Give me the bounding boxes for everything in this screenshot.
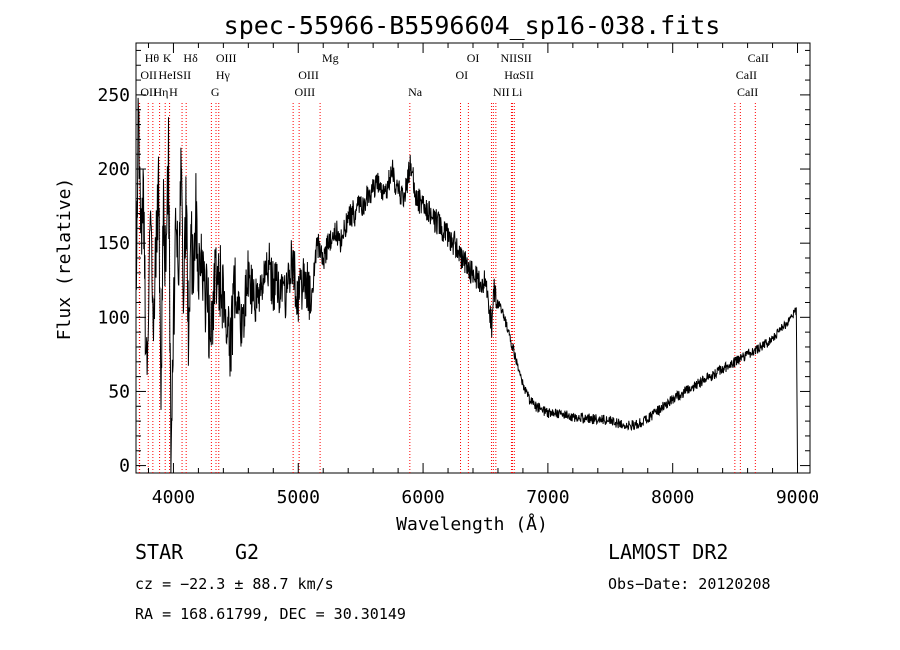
spectral-line-label: NIISII bbox=[500, 51, 531, 65]
spectrum-series bbox=[135, 97, 798, 474]
spectral-line-label: OIII bbox=[216, 51, 237, 65]
spectral-line-label: OII bbox=[140, 68, 157, 82]
y-tick-label: 50 bbox=[108, 381, 130, 402]
x-tick-label: 4000 bbox=[152, 487, 195, 508]
y-tick-label: 0 bbox=[119, 456, 130, 477]
chart-title: spec-55966-B5596604_sp16-038.fits bbox=[224, 11, 721, 40]
spectral-line-label: OII bbox=[140, 85, 157, 99]
spectral-line-label: Hη bbox=[153, 85, 168, 99]
y-axis: 0 50 100 150 200 250 bbox=[97, 49, 810, 477]
obs-date: Obs−Date: 20120208 bbox=[608, 575, 771, 593]
spectral-line-label: OIII bbox=[298, 68, 319, 82]
y-tick-label: 100 bbox=[97, 307, 130, 328]
y-tick-label: 200 bbox=[97, 159, 130, 180]
spectral-line-label: G bbox=[211, 85, 220, 99]
x-tick-label: 5000 bbox=[277, 487, 320, 508]
subclass: G2 bbox=[235, 540, 260, 564]
spectral-line-label: OIII bbox=[295, 85, 316, 99]
y-tick-label: 150 bbox=[97, 233, 130, 254]
spectral-line-label: H bbox=[169, 85, 178, 99]
x-axis: 4000 5000 6000 7000 8000 9000 bbox=[147, 43, 819, 508]
object-type: STAR bbox=[135, 540, 184, 564]
spectral-line-label: HαSII bbox=[504, 68, 534, 82]
spectral-line-label: Na bbox=[408, 85, 423, 99]
spectral-line-label: Li bbox=[512, 85, 523, 99]
cz-value: cz = −22.3 ± 88.7 km/s bbox=[135, 575, 334, 593]
y-tick-label: 250 bbox=[97, 85, 130, 106]
spectral-line-label: CaII bbox=[748, 51, 769, 65]
spectral-line-label: CaII bbox=[737, 85, 758, 99]
y-axis-label: Flux (relative) bbox=[54, 178, 75, 341]
x-tick-label: 6000 bbox=[401, 487, 444, 508]
spectral-line-label: OI bbox=[456, 68, 469, 82]
x-tick-label: 7000 bbox=[526, 487, 569, 508]
spectral-lines bbox=[138, 103, 756, 473]
spectral-line-label: Hγ bbox=[216, 68, 231, 82]
survey-name: LAMOST DR2 bbox=[608, 540, 729, 564]
x-tick-label: 8000 bbox=[651, 487, 694, 508]
spectral-line-label: Hθ bbox=[145, 51, 160, 65]
spectral-line-label: NII bbox=[493, 85, 510, 99]
spectral-line-label: Hδ bbox=[183, 51, 198, 65]
spectral-line-label: CaII bbox=[736, 68, 757, 82]
plot-area bbox=[135, 42, 811, 474]
spectral-line-label: Mg bbox=[322, 51, 339, 65]
ra-dec: RA = 168.61799, DEC = 30.30149 bbox=[135, 605, 406, 623]
x-axis-label: Wavelength (Å) bbox=[396, 513, 548, 535]
x-tick-label: 9000 bbox=[776, 487, 819, 508]
spectral-line-label: OI bbox=[467, 51, 480, 65]
spectral-line-label: K bbox=[163, 51, 172, 65]
spectral-line-label: HeISII bbox=[158, 68, 191, 82]
